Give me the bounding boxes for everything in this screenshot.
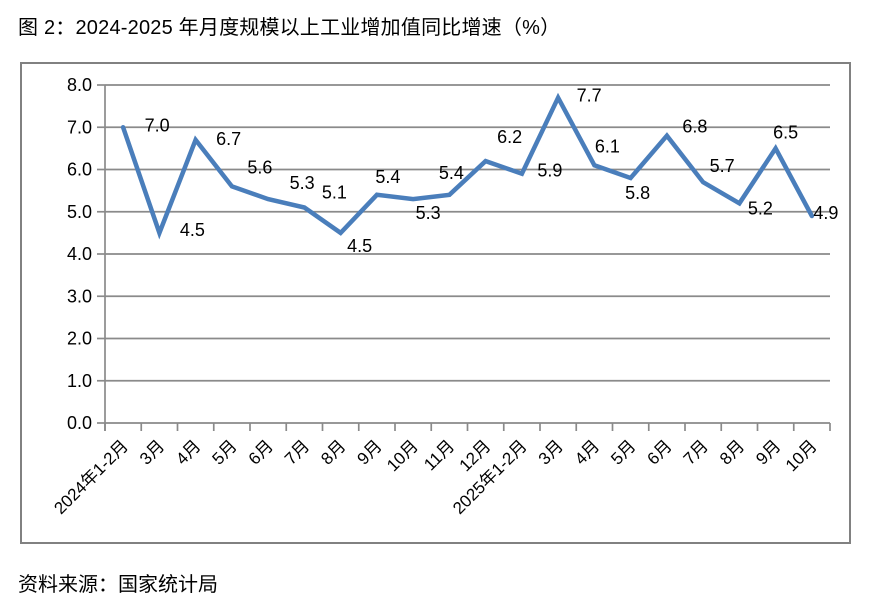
x-axis-tick-label: 5月 bbox=[209, 436, 241, 468]
data-label: 7.7 bbox=[577, 86, 602, 106]
series-line bbox=[120, 92, 815, 240]
y-axis-tick-label: 4.0 bbox=[67, 244, 92, 264]
y-axis-tick-label: 3.0 bbox=[67, 286, 92, 306]
x-axis-tick-label: 3月 bbox=[535, 436, 567, 468]
data-label: 6.8 bbox=[682, 117, 707, 137]
data-label: 5.3 bbox=[290, 173, 315, 193]
data-label: 7.0 bbox=[145, 115, 170, 135]
x-axis-tick-label: 5月 bbox=[607, 436, 639, 468]
data-label: 5.3 bbox=[416, 203, 441, 223]
x-axis-tick-label: 7月 bbox=[281, 436, 313, 468]
x-axis-tick-label: 4月 bbox=[571, 436, 603, 468]
x-axis-tick-label: 3月 bbox=[136, 436, 168, 468]
x-axis-tick-label: 4月 bbox=[172, 436, 204, 468]
x-axis-tick-label: 10月 bbox=[782, 436, 821, 475]
y-axis-tick-label: 2.0 bbox=[67, 329, 92, 349]
figure-title: 图 2：2024-2025 年月度规模以上工业增加值同比增速（%） bbox=[18, 17, 561, 39]
y-axis-tick-label: 8.0 bbox=[67, 75, 92, 95]
y-axis-tick-label: 7.0 bbox=[67, 117, 92, 137]
y-axis-tick-label: 1.0 bbox=[67, 371, 92, 391]
data-label: 5.7 bbox=[710, 156, 735, 176]
x-axis-tick-label: 9月 bbox=[354, 436, 386, 468]
chart-area: 0.0 1.0 2.0 3.0 4.0 5.0 6.0 7.0 8.0 7.0 4.5 6.7 5.6 5… bbox=[20, 62, 851, 544]
data-label: 5.4 bbox=[439, 163, 464, 183]
data-label: 4.5 bbox=[347, 236, 372, 256]
x-axis-tick-label: 9月 bbox=[752, 436, 784, 468]
data-label: 5.8 bbox=[625, 183, 650, 203]
y-axis-tick-label: 5.0 bbox=[67, 202, 92, 222]
line-chart: 0.0 1.0 2.0 3.0 4.0 5.0 6.0 7.0 8.0 7.0 4.5 6.7 5.6 5… bbox=[50, 75, 838, 518]
data-label: 4.9 bbox=[813, 203, 838, 223]
data-label: 5.1 bbox=[322, 183, 347, 203]
y-axis-tick-label: 6.0 bbox=[67, 160, 92, 180]
x-axis-tick-label: 10月 bbox=[383, 436, 422, 475]
data-label: 4.5 bbox=[180, 220, 205, 240]
x-axis-tick-label: 8月 bbox=[716, 436, 748, 468]
x-axis-tick-label: 2024年1-2月 bbox=[50, 436, 132, 518]
data-label: 6.1 bbox=[595, 136, 620, 156]
data-label: 5.2 bbox=[748, 198, 773, 218]
data-label: 5.6 bbox=[247, 157, 272, 177]
x-axis-tick-label: 6月 bbox=[245, 436, 277, 468]
y-axis-tick-label: 0.0 bbox=[67, 413, 92, 433]
source-note: 资料来源：国家统计局 bbox=[18, 574, 218, 596]
data-label: 6.2 bbox=[497, 127, 522, 147]
x-axis-tick-label: 8月 bbox=[317, 436, 349, 468]
data-label: 5.9 bbox=[537, 161, 562, 181]
data-label: 6.7 bbox=[216, 129, 241, 149]
x-axis-tick-label: 7月 bbox=[680, 436, 712, 468]
data-label: 5.4 bbox=[375, 167, 400, 187]
data-label: 6.5 bbox=[773, 122, 798, 142]
x-axis-tick-label: 11月 bbox=[420, 436, 458, 474]
x-axis-tick-label: 6月 bbox=[644, 436, 676, 468]
